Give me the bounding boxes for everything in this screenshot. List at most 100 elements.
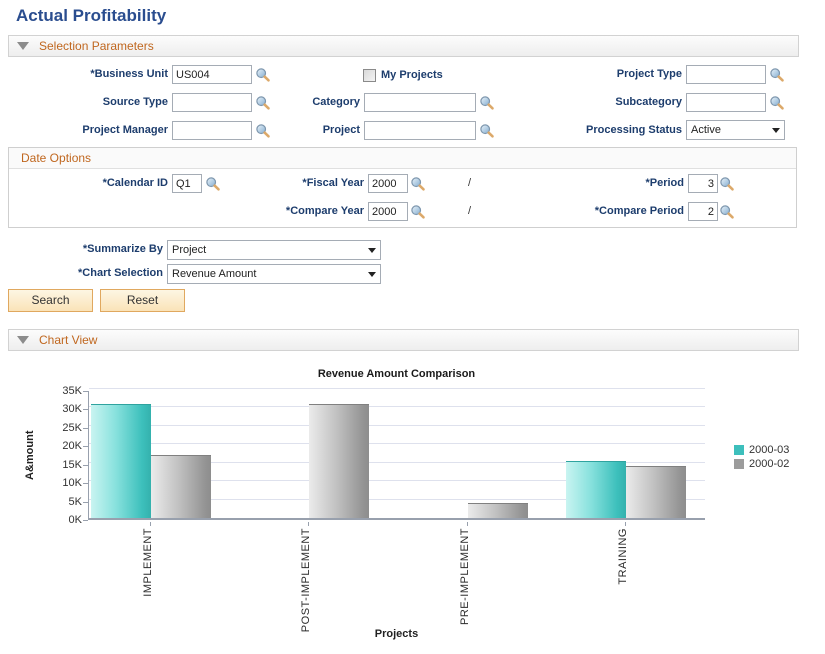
gridline (89, 406, 705, 408)
fiscal-year-lookup-icon[interactable] (410, 176, 426, 192)
gridline (89, 388, 705, 389)
x-tick-label: IMPLEMENT (142, 528, 154, 597)
x-tick-mark (466, 522, 468, 526)
compare-year-input[interactable] (368, 202, 408, 221)
project-type-label: Project Type (616, 68, 682, 80)
project-lookup-icon[interactable] (479, 123, 495, 139)
gridline (89, 461, 705, 463)
y-tick-mark (83, 501, 88, 503)
search-button[interactable]: Search (8, 289, 93, 312)
section-label: Chart View (39, 333, 98, 347)
y-tick-mark (83, 520, 88, 521)
legend-item: 2000-02 (734, 458, 789, 470)
chevron-down-icon (368, 271, 376, 277)
legend-label: 2000-03 (749, 444, 790, 456)
project-input[interactable] (364, 121, 476, 140)
compare-year-lookup-icon[interactable] (410, 204, 426, 220)
y-tick-label: 25K (62, 421, 82, 434)
bar-2000-02-pre-implement (467, 503, 528, 518)
gridline (89, 480, 705, 482)
summarize-by-label: *Summarize By (82, 243, 163, 255)
date-separator: / (468, 177, 472, 189)
chart-title: Revenue Amount Comparison (317, 368, 476, 380)
compare-period-input[interactable] (688, 202, 718, 221)
date-options-header: Date Options (9, 148, 796, 169)
bar-2000-02-implement (151, 455, 211, 518)
chart-selection-value: Revenue Amount (172, 268, 257, 280)
processing-status-dropdown[interactable]: Active (686, 120, 785, 140)
x-tick-mark (308, 522, 310, 526)
legend-swatch (734, 445, 744, 455)
date-separator: / (468, 205, 472, 217)
subcategory-lookup-icon[interactable] (769, 95, 785, 111)
category-input[interactable] (364, 93, 476, 112)
legend-swatch (734, 459, 744, 469)
project-manager-input[interactable] (172, 121, 252, 140)
gridline (89, 443, 705, 445)
period-label: *Period (645, 177, 684, 189)
my-projects-checkbox[interactable] (363, 69, 376, 82)
section-selection-parameters[interactable]: Selection Parameters (8, 35, 799, 57)
bar-2000-03-training (565, 460, 626, 518)
calendar-id-input[interactable] (172, 174, 202, 193)
gridline (89, 498, 705, 500)
chevron-down-icon (772, 127, 780, 133)
business-unit-input[interactable] (172, 65, 252, 84)
processing-status-label: Processing Status (586, 124, 682, 136)
x-tick-label: TRAINING (616, 528, 629, 585)
chart-legend: 2000-03 2000-02 (734, 444, 789, 470)
bar-2000-02-training (625, 466, 686, 518)
bar-2000-03-implement (91, 403, 151, 518)
compare-period-label: *Compare Period (594, 205, 684, 217)
collapse-triangle-icon[interactable] (17, 336, 29, 344)
revenue-chart: Revenue Amount Comparison A&mount Projec… (0, 360, 825, 654)
processing-status-value: Active (691, 124, 721, 136)
y-tick-label: 35K (62, 385, 82, 397)
legend-label: 2000-02 (749, 458, 790, 470)
fiscal-year-input[interactable] (368, 174, 408, 193)
y-tick-mark (83, 483, 88, 485)
chart-selection-dropdown[interactable]: Revenue Amount (167, 264, 381, 284)
project-type-input[interactable] (686, 65, 766, 84)
business-unit-lookup-icon[interactable] (255, 67, 271, 83)
reset-button[interactable]: Reset (100, 289, 185, 312)
y-tick-mark (83, 391, 88, 392)
y-tick-mark (83, 464, 88, 466)
x-tick-mark (150, 522, 151, 526)
project-manager-label: Project Manager (82, 124, 168, 136)
y-tick-label: 5K (68, 495, 82, 508)
date-options-groupbox: Date Options (8, 147, 797, 228)
bar-2000-02-post-implement (309, 403, 370, 518)
summarize-by-dropdown[interactable]: Project (167, 240, 381, 260)
fiscal-year-label: *Fiscal Year (302, 177, 364, 189)
page-title: Actual Profitability (16, 6, 167, 25)
period-lookup-icon[interactable] (719, 176, 735, 192)
y-tick-label: 30K (62, 403, 82, 416)
section-label: Selection Parameters (39, 39, 154, 53)
compare-period-lookup-icon[interactable] (719, 204, 735, 220)
section-chart-view[interactable]: Chart View (8, 329, 799, 351)
collapse-triangle-icon[interactable] (17, 42, 29, 50)
project-type-lookup-icon[interactable] (769, 67, 785, 83)
x-tick-label: POST-IMPLEMENT (300, 528, 313, 633)
gridline (89, 424, 705, 426)
source-type-label: Source Type (102, 96, 168, 108)
subcategory-label: Subcategory (615, 96, 682, 108)
source-type-input[interactable] (172, 93, 252, 112)
project-label: Project (322, 124, 360, 136)
category-label: Category (312, 96, 360, 108)
x-tick-label: PRE-IMPLEMENT (458, 528, 471, 625)
subcategory-input[interactable] (686, 93, 766, 112)
y-tick-mark (83, 446, 88, 448)
project-manager-lookup-icon[interactable] (255, 123, 271, 139)
category-lookup-icon[interactable] (479, 95, 495, 111)
calendar-id-lookup-icon[interactable] (205, 176, 221, 192)
period-input[interactable] (688, 174, 718, 193)
chart-selection-label: *Chart Selection (78, 267, 163, 279)
y-tick-label: 15K (62, 458, 82, 471)
y-tick-mark (83, 427, 88, 429)
source-type-lookup-icon[interactable] (255, 95, 271, 111)
plot-area (88, 388, 705, 520)
calendar-id-label: *Calendar ID (102, 177, 168, 189)
